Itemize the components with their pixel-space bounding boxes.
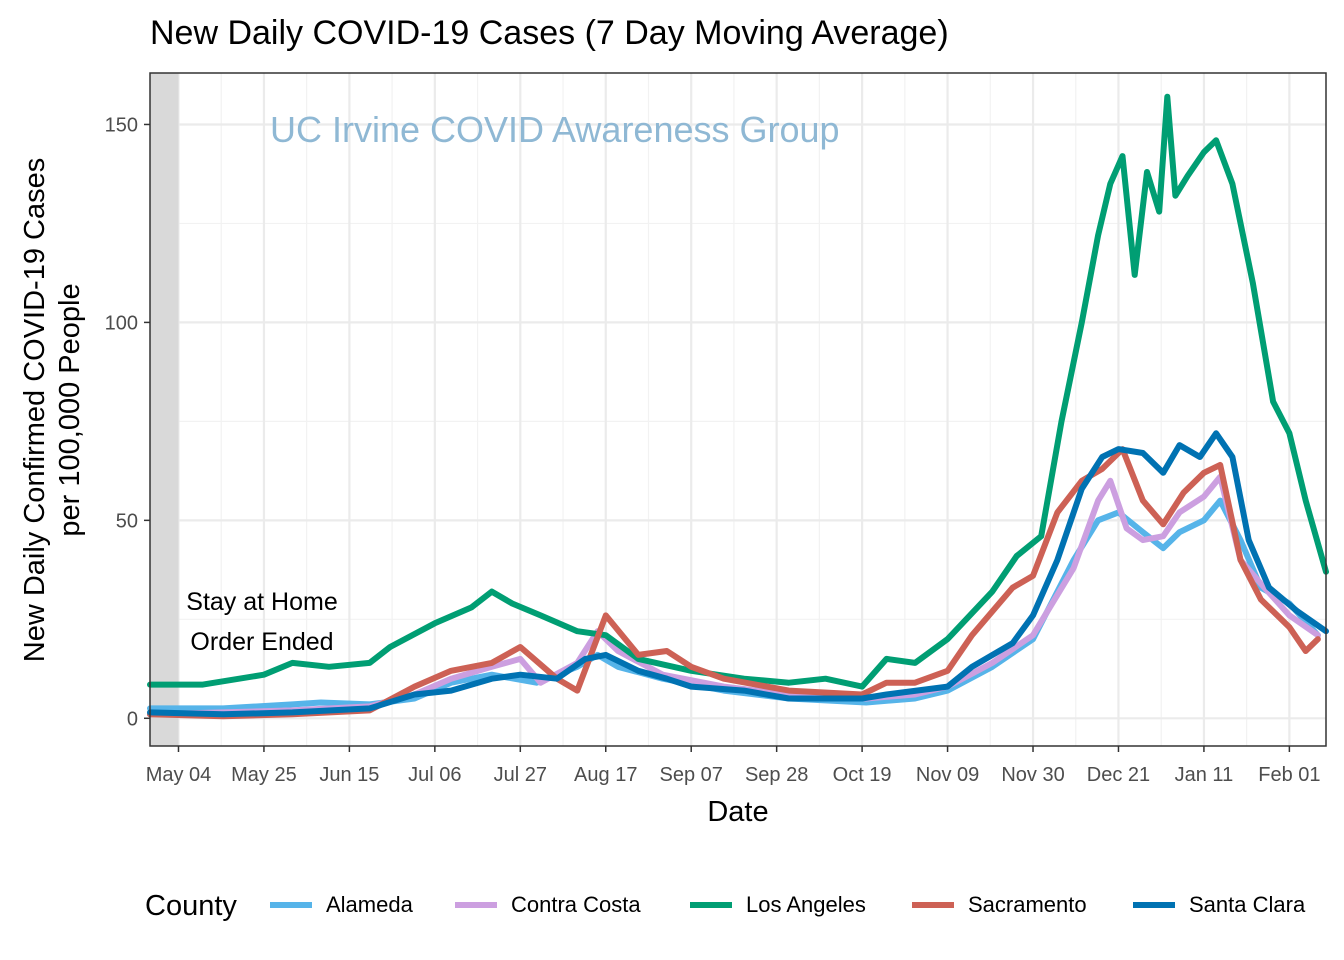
plot-panel [150, 73, 1326, 746]
legend-label: Alameda [326, 892, 414, 917]
x-tick-label: Jul 27 [494, 764, 547, 786]
y-tick-label: 0 [127, 708, 138, 730]
x-axis-ticks: May 04 May 25 Jun 15 Jul 06 Jul 27 Aug 17 Sep … [146, 746, 1321, 786]
x-tick-label: May 25 [231, 764, 297, 786]
y-tick-label: 50 [116, 510, 138, 532]
series-line-santa-clara [147, 430, 1329, 718]
stay-at-home-shaded-region [150, 73, 179, 746]
x-tick-label: Aug 17 [574, 764, 637, 786]
y-axis-ticks: 0 50 100 150 [105, 114, 150, 730]
x-tick-label: Jul 06 [408, 764, 461, 786]
series-line-contra-costa [147, 473, 1321, 718]
x-tick-label: Jun 15 [319, 764, 379, 786]
series-line-sacramento [147, 446, 1321, 720]
gridlines [150, 73, 1326, 746]
y-axis-title: New Daily Confirmed COVID-19 Cases per 1… [19, 158, 86, 662]
legend-label: Santa Clara [1189, 892, 1306, 917]
legend-label: Contra Costa [511, 892, 641, 917]
annotation-line-2: Order Ended [190, 628, 333, 656]
x-tick-label: Feb 01 [1258, 764, 1320, 786]
legend-title: County [145, 890, 237, 922]
x-tick-label: Nov 09 [916, 764, 979, 786]
y-tick-label: 100 [105, 312, 138, 334]
annotation-line-1: Stay at Home [186, 588, 337, 616]
x-tick-label: Oct 19 [833, 764, 892, 786]
legend-label: Los Angeles [746, 892, 866, 917]
x-tick-label: May 04 [146, 764, 212, 786]
legend: Alameda Contra Costa Los Angeles Sacramento… [270, 892, 1306, 917]
chart-title: New Daily COVID-19 Cases (7 Day Moving A… [150, 14, 949, 52]
plot-border [149, 72, 1327, 747]
x-tick-label: Sep 28 [745, 764, 808, 786]
y-axis-title-line-1: New Daily Confirmed COVID-19 Cases [19, 158, 51, 662]
x-tick-label: Dec 21 [1087, 764, 1150, 786]
x-axis-title: Date [707, 796, 768, 828]
x-tick-label: Jan 11 [1175, 764, 1234, 786]
watermark: UC Irvine COVID Awareness Group [270, 109, 840, 150]
x-tick-label: Nov 30 [1001, 764, 1064, 786]
legend-label: Sacramento [968, 892, 1087, 917]
y-tick-label: 150 [105, 114, 138, 136]
x-tick-label: Sep 07 [660, 764, 723, 786]
y-axis-title-line-2: per 100,000 People [54, 283, 86, 536]
series-layer [147, 93, 1329, 720]
series-line-los-angeles [147, 93, 1329, 690]
